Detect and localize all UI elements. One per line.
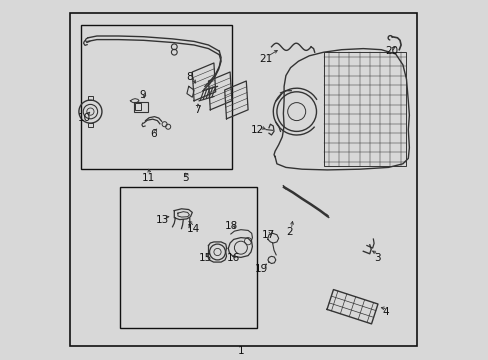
Text: 13: 13 [156,215,169,225]
Text: 19: 19 [254,264,267,274]
Text: 9: 9 [140,90,146,100]
Text: 20: 20 [384,46,397,56]
Text: 6: 6 [150,129,157,139]
Text: 11: 11 [141,173,154,183]
Bar [87,96,93,100]
Bar [81,25,231,169]
Text: 7: 7 [193,105,200,115]
Text: 10: 10 [78,113,91,123]
Text: 8: 8 [186,72,192,82]
Text: 21: 21 [258,54,271,64]
Text: 2: 2 [285,227,292,237]
Bar [135,103,141,110]
Text: 17: 17 [262,230,275,240]
Text: 15: 15 [199,253,212,263]
Text: 1: 1 [237,346,244,356]
Text: 18: 18 [224,221,237,231]
Text: 4: 4 [382,307,388,317]
Bar [134,102,147,112]
Bar [323,52,405,166]
Text: 16: 16 [226,253,239,263]
Bar [120,187,257,328]
Text: 12: 12 [251,125,264,135]
Bar [87,123,93,127]
Text: 14: 14 [186,224,199,234]
Text: 3: 3 [374,253,380,263]
Text: 5: 5 [182,173,188,183]
